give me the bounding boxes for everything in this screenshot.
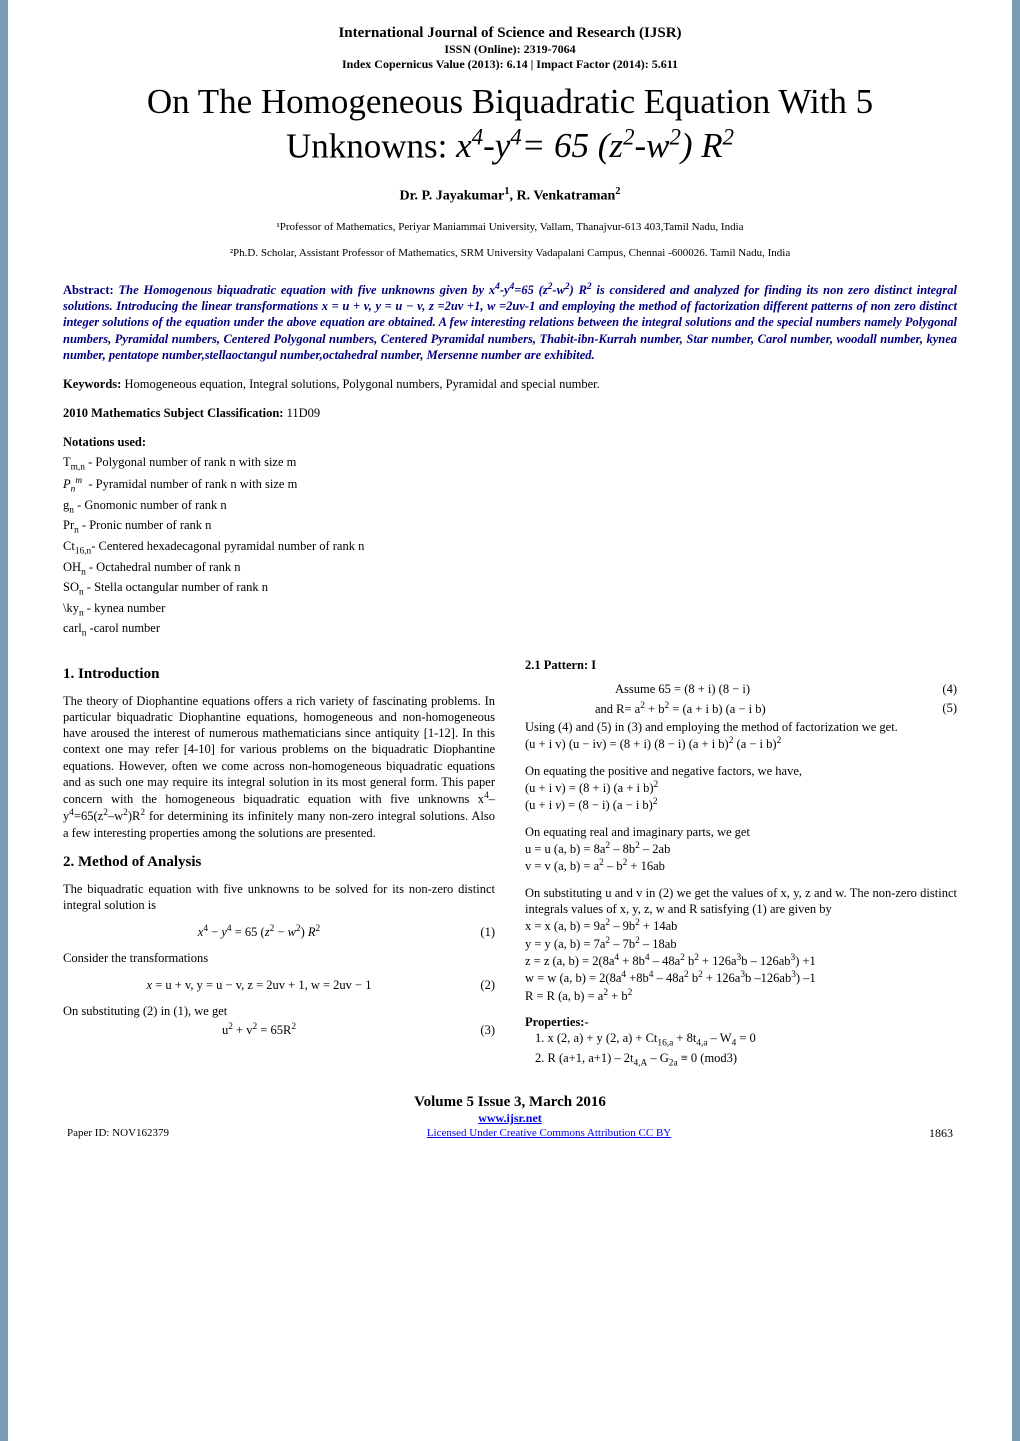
journal-index: Index Copernicus Value (2013): 6.14 | Im… — [63, 57, 957, 72]
subject-label: 2010 Mathematics Subject Classification: — [63, 406, 283, 420]
eq-v: v = v (a, b) = a2 – b2 + 16ab — [525, 857, 957, 874]
page-number: 1863 — [929, 1126, 953, 1141]
subject-code: 11D09 — [287, 406, 321, 420]
abstract: Abstract: The Homogenous biquadratic equ… — [63, 281, 957, 363]
notations-label: Notations used: — [63, 435, 957, 450]
eq-z: z = z (a, b) = 2(8a4 + 8b4 – 48a2 b2 + 1… — [525, 952, 957, 969]
paper-title: On The Homogeneous Biquadratic Equation … — [63, 80, 957, 168]
equation-4: Assume 65 = (8 + i) (8 − i) (4) — [525, 681, 957, 697]
eq-w: w = w (a, b) = 2(8a4 +8b4 – 48a2 b2 + 12… — [525, 969, 957, 986]
pattern-real: On equating real and imaginary parts, we… — [525, 824, 957, 840]
page-footer: Volume 5 Issue 3, March 2016 www.ijsr.ne… — [63, 1094, 957, 1141]
notation-item: carln -carol number — [63, 620, 957, 641]
eq-R: R = R (a, b) = a2 + b2 — [525, 987, 957, 1004]
eq-pos: (u + i v) = (8 + i) (a + i b)2 — [525, 779, 957, 796]
eq4-body: Assume 65 = (8 + i) (8 − i) — [615, 681, 750, 697]
two-column-body: 1. Introduction The theory of Diophantin… — [63, 653, 957, 1070]
equation-1: x4 − y4 = 65 (z2 − w2) R2 (1) — [63, 923, 495, 940]
affiliation-2: ²Ph.D. Scholar, Assistant Professor of M… — [63, 247, 957, 259]
keywords: Keywords: Homogeneous equation, Integral… — [63, 377, 957, 392]
property-1: 1. x (2, a) + y (2, a) + Ct16,a + 8t4,a … — [525, 1030, 957, 1050]
footer-volume: Volume 5 Issue 3, March 2016 — [63, 1094, 957, 1111]
journal-name: International Journal of Science and Res… — [63, 25, 957, 42]
eq-neg: (u + i v) = (8 − i) (a − i b)2 — [525, 796, 957, 813]
eq-u: u = u (a, b) = 8a2 – 8b2 – 2ab — [525, 840, 957, 857]
notation-item: SOn - Stella octangular number of rank n — [63, 579, 957, 600]
pattern-sub: On substituting u and v in (2) we get th… — [525, 885, 957, 918]
notation-item: gn - Gnomonic number of rank n — [63, 497, 957, 518]
keywords-body: Homogeneous equation, Integral solutions… — [124, 377, 599, 391]
notation-item: Ct16,n- Centered hexadecagonal pyramidal… — [63, 538, 957, 559]
equation-2: x = u + v, y = u − v, z = 2uv + 1, w = 2… — [63, 977, 495, 993]
intro-body: The theory of Diophantine equations offe… — [63, 693, 495, 842]
journal-header: International Journal of Science and Res… — [63, 25, 957, 72]
equation-3: u2 + v2 = 65R2 (3) — [63, 1021, 495, 1038]
eq-y: y = y (a, b) = 7a2 – 7b2 – 18ab — [525, 935, 957, 952]
keywords-label: Keywords: — [63, 377, 121, 391]
eq-x: x = x (a, b) = 9a2 – 9b2 + 14ab — [525, 917, 957, 934]
notation-item: Tm,n - Polygonal number of rank n with s… — [63, 454, 957, 475]
eq-fact: (u + i v) (u − iv) = (8 + i) (8 − i) (a … — [525, 735, 957, 752]
right-column: 2.1 Pattern: I Assume 65 = (8 + i) (8 − … — [525, 653, 957, 1070]
abstract-label: Abstract: — [63, 283, 114, 297]
eq5-body: and R= a2 + b2 = (a + i b) (a − i b) — [595, 700, 766, 717]
equation-5: and R= a2 + b2 = (a + i b) (a − i b) (5) — [525, 700, 957, 717]
affiliation-1: ¹Professor of Mathematics, Periyar Mania… — [63, 221, 957, 233]
section-heading-intro: 1. Introduction — [63, 665, 495, 685]
notation-item: \kyn - kynea number — [63, 600, 957, 621]
footer-license-link[interactable]: Licensed Under Creative Commons Attribut… — [427, 1127, 671, 1139]
eq5-num: (5) — [917, 700, 957, 716]
notation-item: Pnm - Pyramidal number of rank n with si… — [63, 475, 957, 497]
eq2-body: x = u + v, y = u − v, z = 2uv + 1, w = 2… — [63, 977, 455, 993]
properties-label: Properties:- — [525, 1014, 957, 1030]
pattern-heading: 2.1 Pattern: I — [525, 657, 957, 673]
method-p3: On substituting (2) in (1), we get — [63, 1003, 495, 1019]
footer-url-link[interactable]: www.ijsr.net — [478, 1111, 542, 1125]
affiliations: ¹Professor of Mathematics, Periyar Mania… — [63, 221, 957, 259]
method-p2: Consider the transformations — [63, 950, 495, 966]
pattern-use: Using (4) and (5) in (3) and employing t… — [525, 719, 957, 735]
notations-list: Tm,n - Polygonal number of rank n with s… — [63, 454, 957, 641]
notation-item: OHn - Octahedral number of rank n — [63, 559, 957, 580]
page-container: International Journal of Science and Res… — [0, 0, 1020, 1441]
eq3-body: u2 + v2 = 65R2 — [63, 1021, 455, 1038]
journal-issn: ISSN (Online): 2319-7064 — [63, 42, 957, 57]
subject-classification: 2010 Mathematics Subject Classification:… — [63, 406, 957, 421]
left-column: 1. Introduction The theory of Diophantin… — [63, 653, 495, 1070]
eq3-num: (3) — [455, 1022, 495, 1038]
eq2-num: (2) — [455, 977, 495, 993]
method-p1: The biquadratic equation with five unkno… — [63, 881, 495, 914]
authors: Dr. P. Jayakumar1, R. Venkatraman2 — [63, 186, 957, 205]
paper-id: Paper ID: NOV162379 — [67, 1127, 169, 1139]
notation-item: Prn - Pronic number of rank n — [63, 517, 957, 538]
eq1-num: (1) — [455, 924, 495, 940]
eq1-body: x4 − y4 = 65 (z2 − w2) R2 — [63, 923, 455, 940]
section-heading-method: 2. Method of Analysis — [63, 853, 495, 873]
pattern-equate: On equating the positive and negative fa… — [525, 763, 957, 779]
property-2: 2. R (a+1, a+1) – 2t4,A – G2a ≡ 0 (mod3) — [525, 1050, 957, 1070]
abstract-body: The Homogenous biquadratic equation with… — [63, 283, 957, 362]
eq4-num: (4) — [917, 681, 957, 697]
